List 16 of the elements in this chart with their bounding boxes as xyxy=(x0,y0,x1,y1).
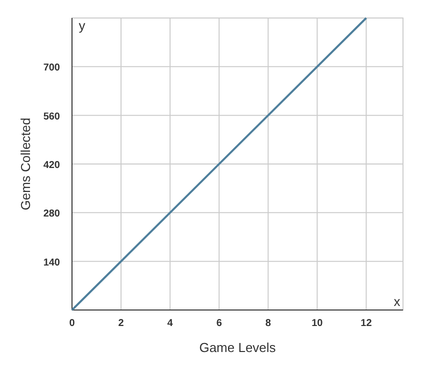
x-axis-title: Game Levels xyxy=(199,340,276,355)
annotation: y xyxy=(78,18,86,33)
annotation: x xyxy=(394,294,401,309)
x-tick-label: 0 xyxy=(69,318,76,329)
x-tick-label: 12 xyxy=(360,318,372,329)
y-axis-title: Gems Collected xyxy=(18,118,33,210)
y-tick-label: 420 xyxy=(43,160,60,171)
y-tick-label: 140 xyxy=(43,257,60,268)
x-tick-label: 6 xyxy=(216,318,222,329)
x-tick-label: 8 xyxy=(265,318,272,329)
y-tick-label: 560 xyxy=(43,111,60,122)
y-tick-label: 700 xyxy=(43,62,60,74)
y-tick-label: 280 xyxy=(43,208,60,220)
x-tick-label: 2 xyxy=(118,318,124,329)
x-tick-label: 10 xyxy=(312,318,324,329)
x-tick-label: 4 xyxy=(167,318,174,329)
